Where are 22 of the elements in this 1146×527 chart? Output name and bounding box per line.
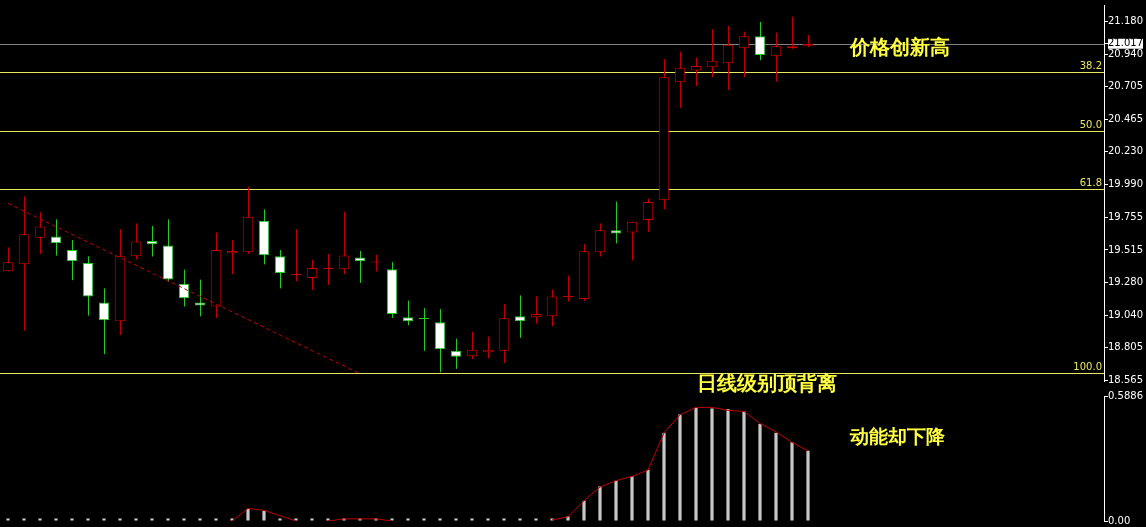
y-tick-label: 18.565 xyxy=(1108,373,1143,385)
annotation: 50.0 xyxy=(1079,119,1102,131)
y-tick-label: 18.805 xyxy=(1108,340,1143,352)
annotation: 38.2 xyxy=(1079,60,1102,72)
annotation: 价格创新高 xyxy=(850,35,950,59)
y-tick-label: 20.230 xyxy=(1108,145,1143,157)
y-tick-label: 19.280 xyxy=(1108,275,1143,287)
y-tick-label: 19.515 xyxy=(1108,243,1143,255)
annotation: 日线级别顶背离 xyxy=(697,371,837,395)
y-tick-label: 21.180 xyxy=(1108,15,1143,27)
y-tick-label: 0.5886 xyxy=(1108,389,1143,401)
y-tick-label: 20.705 xyxy=(1108,80,1143,92)
y-tick-label: 21.017 xyxy=(1108,37,1143,49)
annotation: 61.8 xyxy=(1079,177,1102,189)
annotation: 100.0 xyxy=(1073,361,1102,373)
y-tick-label: 19.990 xyxy=(1108,178,1143,190)
y-tick-label: 20.940 xyxy=(1108,48,1143,59)
annotation: 动能却下降 xyxy=(850,425,945,447)
y-tick-label: 0.00 xyxy=(1108,514,1131,526)
y-tick-label: 19.040 xyxy=(1108,308,1143,320)
y-tick-label: 20.465 xyxy=(1108,113,1143,125)
y-tick-label: 19.755 xyxy=(1108,210,1143,222)
